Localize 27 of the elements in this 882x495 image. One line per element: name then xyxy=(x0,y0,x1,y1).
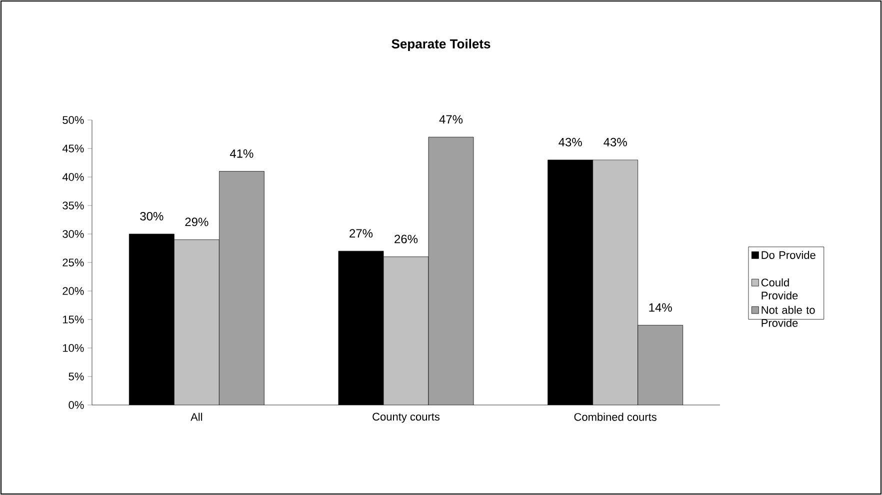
data-label: 41% xyxy=(230,149,254,158)
data-label: 47% xyxy=(439,115,463,124)
data-label: 43% xyxy=(558,138,582,146)
legend-label: Do Provide xyxy=(762,250,816,259)
legend-label: Could Provide xyxy=(761,278,798,300)
y-tick-label: 5% xyxy=(68,372,84,380)
legend-label: Not able to Provide xyxy=(762,306,815,327)
data-label: 29% xyxy=(185,218,208,226)
y-tick-label: 45% xyxy=(62,144,84,152)
y-tick-label: 30% xyxy=(62,230,84,238)
y-tick-label: 25% xyxy=(62,258,84,266)
y-tick-label: 10% xyxy=(63,344,84,352)
y-tick-label: 50% xyxy=(62,116,84,124)
x-tick-label: County courts xyxy=(372,412,440,423)
x-tick-label: Combined courts xyxy=(574,412,656,421)
chart-title: Separate Toilets xyxy=(392,38,490,52)
data-label: 14% xyxy=(649,303,672,312)
y-tick-label: 20% xyxy=(62,287,84,295)
y-tick-label: 0% xyxy=(68,401,84,409)
y-tick-label: 35% xyxy=(62,202,84,210)
data-label: 43% xyxy=(604,138,627,146)
y-tick-label: 40% xyxy=(62,173,84,181)
data-label: 26% xyxy=(394,234,418,244)
data-label: 27% xyxy=(350,229,373,238)
x-tick-label: All xyxy=(190,412,202,421)
data-label: 30% xyxy=(140,212,164,220)
y-tick-label: 15% xyxy=(63,316,84,324)
